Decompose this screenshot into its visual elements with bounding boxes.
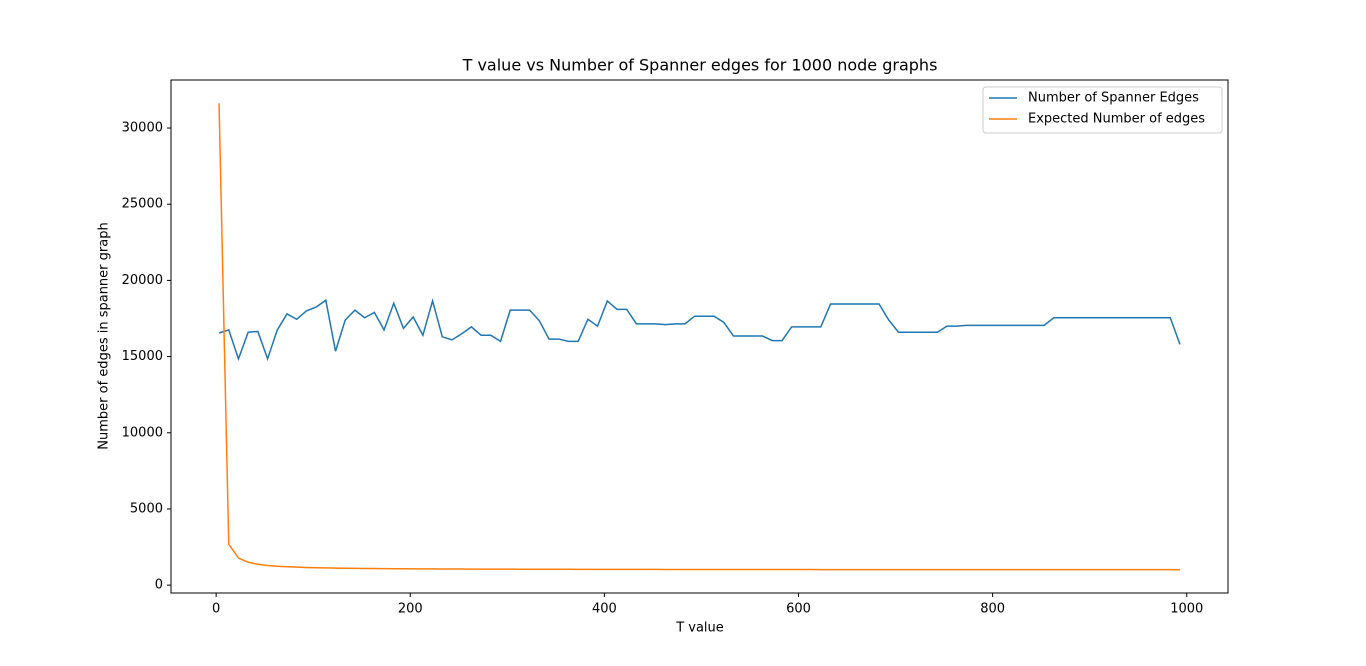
x-tick-label: 400: [592, 602, 617, 617]
plot-area: [218, 103, 1181, 571]
y-tick-label: 5000: [130, 501, 163, 516]
y-tick-label: 0: [155, 578, 163, 593]
legend-box: [982, 86, 1223, 134]
y-tick-label: 20000: [122, 273, 163, 288]
y-tick-label: 10000: [122, 425, 163, 440]
chart-title: T value vs Number of Spanner edges for 1…: [462, 56, 938, 75]
y-tick-label: 25000: [122, 197, 163, 212]
legend-label: Number of Spanner Edges: [1028, 91, 1199, 106]
x-axis-label: T value: [675, 621, 724, 636]
data-line: [218, 298, 1181, 362]
y-tick-label: 30000: [122, 121, 163, 136]
x-tick-label: 0: [212, 602, 220, 617]
x-tick-label: 200: [398, 602, 423, 617]
x-tick-label: 800: [980, 602, 1005, 617]
x-tick-label: 1000: [1170, 602, 1203, 617]
y-axis-label: Number of edges in spanner graph: [97, 222, 112, 449]
axes-frame: [170, 79, 1229, 594]
x-tick-label: 600: [786, 602, 811, 617]
data-line: [218, 103, 1180, 571]
y-tick-label: 15000: [122, 349, 163, 364]
legend-label: Expected Number of edges: [1028, 112, 1205, 127]
